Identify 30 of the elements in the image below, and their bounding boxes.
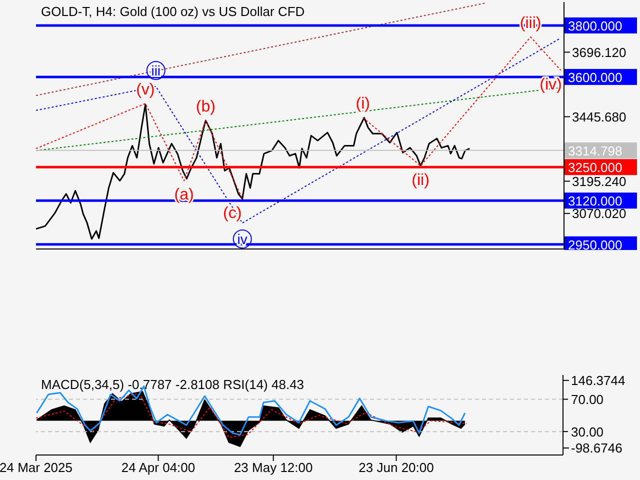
- ref-line-label: 3600.000: [568, 70, 622, 85]
- ref-line-label: 3314.798: [568, 143, 622, 158]
- y2-tick-label: 70.00: [571, 392, 604, 408]
- annotation: iii: [151, 62, 161, 78]
- y-tick-label: 146.3744: [571, 373, 626, 388]
- chart-title: GOLD-T, H4: Gold (100 oz) vs US Dollar CFD: [41, 4, 305, 19]
- line-series: [36, 38, 562, 224]
- annotation: (i): [356, 96, 370, 113]
- annotation: (iv): [540, 76, 562, 94]
- ref-line-label: 2950.000: [568, 237, 622, 252]
- x-tick-label: 23 May 12:00: [234, 460, 313, 476]
- y-tick-label: -98.6746: [571, 440, 622, 456]
- ref-line-label: 3800.000: [568, 18, 622, 34]
- annotation: (ii): [412, 172, 430, 189]
- annotation: (v): [136, 81, 155, 98]
- annotation: (c): [223, 204, 242, 222]
- chart-title: MACD(5,34,5) -0.7787 -2.8108 RSI(14) 48.43: [41, 377, 304, 392]
- y-tick-label: 3195.240: [572, 174, 626, 189]
- x-tick-label: 24 Apr 04:00: [121, 460, 196, 476]
- annotation: (b): [196, 98, 216, 116]
- ref-line-label: 3250.000: [568, 160, 622, 176]
- y-tick-label: 3445.680: [572, 109, 626, 124]
- ref-line-label: 3120.000: [568, 194, 622, 209]
- x-tick-label: 24 Mar 2025: [0, 460, 72, 476]
- y-tick-label: 3070.020: [572, 206, 626, 222]
- y2-tick-label: 30.00: [571, 424, 604, 440]
- x-tick-label: 23 Jun 20:00: [358, 460, 434, 476]
- y-tick-label: 3696.120: [572, 44, 626, 60]
- annotation: iv: [237, 230, 248, 247]
- line-series: [36, 392, 468, 438]
